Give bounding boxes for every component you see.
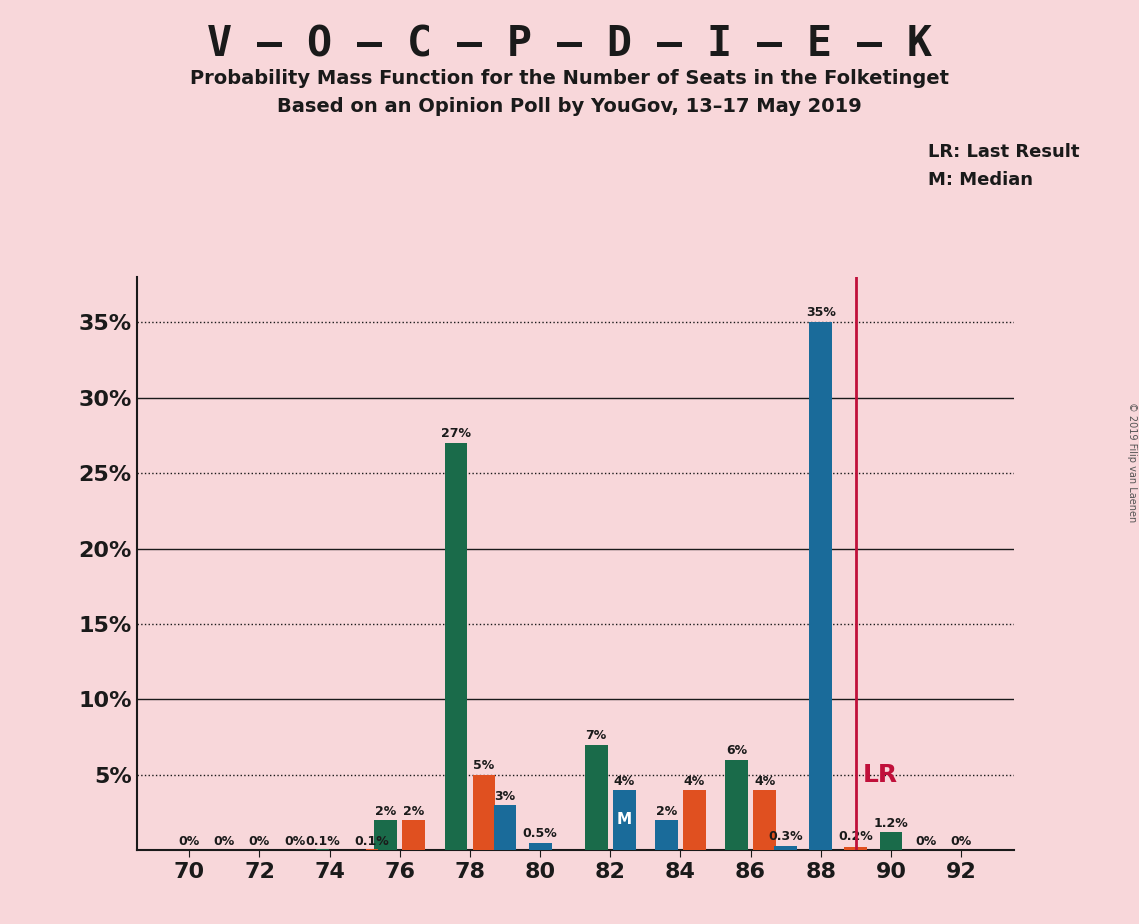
- Bar: [775, 845, 797, 850]
- Text: Probability Mass Function for the Number of Seats in the Folketinget: Probability Mass Function for the Number…: [190, 69, 949, 89]
- Text: 5%: 5%: [474, 760, 494, 772]
- Text: M: Median: M: Median: [928, 171, 1033, 188]
- Text: 4%: 4%: [614, 774, 634, 787]
- Text: 0.1%: 0.1%: [354, 834, 390, 848]
- Text: 2%: 2%: [656, 805, 677, 818]
- Bar: [726, 760, 748, 850]
- Text: 0%: 0%: [950, 834, 972, 848]
- Bar: [444, 443, 467, 850]
- Bar: [844, 847, 867, 850]
- Text: 0%: 0%: [284, 834, 305, 848]
- Text: 7%: 7%: [585, 729, 607, 742]
- Bar: [366, 848, 378, 850]
- Text: 0%: 0%: [214, 834, 235, 848]
- Text: LR: Last Result: LR: Last Result: [928, 143, 1080, 161]
- Text: 3%: 3%: [494, 790, 516, 803]
- Text: 2%: 2%: [403, 805, 425, 818]
- Bar: [493, 805, 516, 850]
- Text: 0.5%: 0.5%: [523, 827, 557, 840]
- Text: 0.3%: 0.3%: [769, 831, 803, 844]
- Bar: [879, 832, 902, 850]
- Text: 2%: 2%: [375, 805, 396, 818]
- Bar: [655, 820, 678, 850]
- Bar: [613, 790, 636, 850]
- Text: 4%: 4%: [754, 774, 776, 787]
- Bar: [528, 843, 551, 850]
- Text: 0%: 0%: [179, 834, 200, 848]
- Text: 27%: 27%: [441, 427, 470, 440]
- Text: 0%: 0%: [248, 834, 270, 848]
- Text: 0%: 0%: [916, 834, 936, 848]
- Text: 0.2%: 0.2%: [838, 831, 874, 844]
- Text: 1.2%: 1.2%: [874, 817, 908, 830]
- Text: 35%: 35%: [805, 307, 836, 320]
- Text: 6%: 6%: [726, 745, 747, 758]
- Text: 4%: 4%: [683, 774, 705, 787]
- Bar: [584, 745, 607, 850]
- Text: M: M: [616, 812, 632, 827]
- Text: LR: LR: [863, 762, 898, 786]
- Bar: [753, 790, 776, 850]
- Text: Based on an Opinion Poll by YouGov, 13–17 May 2019: Based on an Opinion Poll by YouGov, 13–1…: [277, 97, 862, 116]
- Text: 0.1%: 0.1%: [305, 834, 339, 848]
- Bar: [402, 820, 425, 850]
- Bar: [317, 848, 329, 850]
- Text: V – O – C – P – D – I – E – K: V – O – C – P – D – I – E – K: [207, 23, 932, 65]
- Bar: [683, 790, 706, 850]
- Text: © 2019 Filip van Laenen: © 2019 Filip van Laenen: [1126, 402, 1137, 522]
- Bar: [810, 322, 833, 850]
- Bar: [473, 774, 495, 850]
- Bar: [375, 820, 398, 850]
